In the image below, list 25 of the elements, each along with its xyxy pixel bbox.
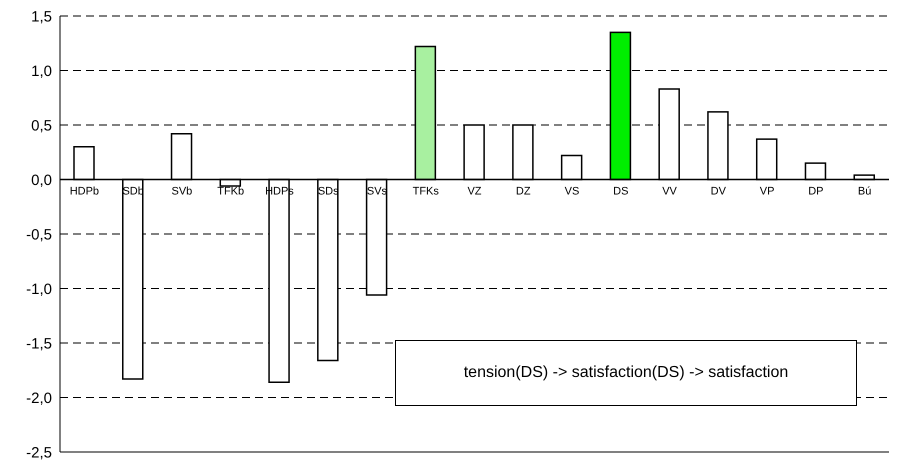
y-tick-label: 1,0 <box>31 62 52 80</box>
x-tick-label: DV <box>710 186 727 198</box>
x-tick-label: DS <box>613 186 628 198</box>
y-tick-label: 0,5 <box>31 117 52 134</box>
x-tick-label: VP <box>760 186 774 198</box>
x-tick-label: VS <box>564 186 580 198</box>
y-tick-label: 1,5 <box>31 8 52 26</box>
x-tick-label: VZ <box>467 186 482 198</box>
x-tick-label: TFKs <box>412 186 440 198</box>
x-tick-label: Bú <box>858 186 872 198</box>
y-tick-label: 0,0 <box>31 172 52 189</box>
annotation: tension(DS) -> satisfaction(DS) -> satisfaction <box>464 364 788 382</box>
y-tick-label: -2,0 <box>26 390 52 407</box>
x-tick-label: HDPb <box>70 186 100 198</box>
x-tick-label: DP <box>808 186 824 198</box>
x-tick-label: TFKb <box>217 186 244 198</box>
y-tick-label: -2,5 <box>26 444 52 462</box>
note-box: tension(DS) -> satisfaction(DS) -> satisfaction <box>395 340 857 406</box>
y-tick-label: -0,5 <box>26 226 52 244</box>
x-tick-label: SVs <box>366 186 388 198</box>
x-tick-label: SVb <box>172 186 192 198</box>
x-tick-label: DZ <box>516 186 531 198</box>
y-tick-label: -1,5 <box>26 335 52 352</box>
y-tick-label: -1,0 <box>26 280 52 298</box>
x-tick-label: VV <box>662 186 678 198</box>
